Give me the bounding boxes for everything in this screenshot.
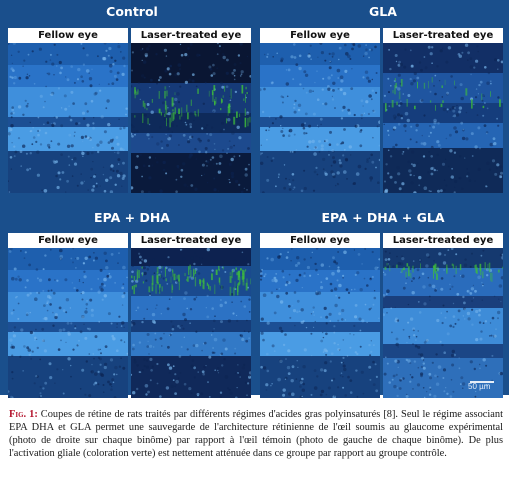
micrograph-all-fellow: Fellow eye <box>260 233 380 398</box>
scale-bar <box>470 381 494 383</box>
panel-title: Fellow eye <box>260 233 380 248</box>
retina-section-image <box>8 41 128 193</box>
figure: Control GLA EPA + DHA EPA + DHA + GLA Fe… <box>0 0 509 398</box>
micrograph-epadha-fellow: Fellow eye <box>8 233 128 398</box>
retina-section-image <box>383 43 503 193</box>
group-label-epa-dha: EPA + DHA <box>94 210 170 225</box>
panel-title: Laser-treated eye <box>131 233 251 248</box>
group-label-gla: GLA <box>369 4 397 19</box>
panel-title: Laser-treated eye <box>383 233 503 248</box>
panel-title: Laser-treated eye <box>383 28 503 43</box>
panel-title: Fellow eye <box>260 28 380 43</box>
panel-title: Fellow eye <box>8 28 128 43</box>
micrograph-epadha-laser: Laser-treated eye <box>131 233 251 398</box>
micrograph-control-laser: Laser-treated eye <box>131 28 251 193</box>
micrograph-gla-fellow: Fellow eye <box>260 28 380 193</box>
panel-title: Fellow eye <box>8 233 128 248</box>
micrograph-control-fellow: Fellow eye <box>8 28 128 193</box>
retina-section-image <box>8 247 128 398</box>
panel-title: Laser-treated eye <box>131 28 251 43</box>
retina-section-image <box>260 41 380 193</box>
group-label-control: Control <box>106 4 158 19</box>
micrograph-all-laser: Laser-treated eye <box>383 233 503 398</box>
retina-section-image <box>131 42 251 193</box>
retina-section-image <box>131 247 251 398</box>
retina-section-image <box>383 247 503 398</box>
scale-bar-label: 50 µm <box>468 382 491 391</box>
group-label-epa-dha-gla: EPA + DHA + GLA <box>321 210 445 225</box>
caption-text: Coupes de rétine de rats traités par dif… <box>9 409 503 459</box>
figure-caption: Fig. 1: Coupes de rétine de rats traités… <box>9 408 503 460</box>
caption-label: Fig. 1: <box>9 409 38 420</box>
micrograph-gla-laser: Laser-treated eye <box>383 28 503 193</box>
retina-section-image <box>260 246 380 398</box>
